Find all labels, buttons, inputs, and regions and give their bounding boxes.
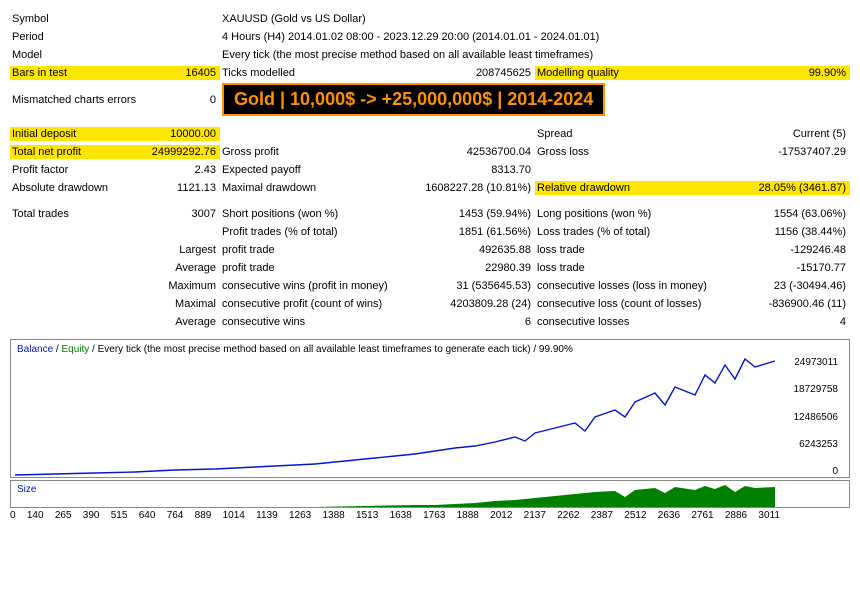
row-drawdown: Absolute drawdown 1121.13 Maximal drawdo…	[10, 179, 850, 197]
row-period: Period 4 Hours (H4) 2014.01.02 08:00 - 2…	[10, 28, 850, 46]
value-max-drawdown: 1608227.28 (10.81%)	[420, 181, 535, 195]
label-gross-loss: Gross loss	[535, 145, 735, 159]
value-gross-profit: 42536700.04	[420, 145, 535, 159]
value-avg-cons-losses: 4	[735, 315, 850, 329]
row-initial-deposit: Initial deposit 10000.00 Spread Current …	[10, 125, 850, 143]
label-profit-factor: Profit factor	[10, 163, 115, 177]
x-axis-labels: 0140265390515640764889101411391263138815…	[10, 510, 780, 521]
value-initial-deposit: 10000.00	[115, 127, 220, 141]
y-axis-labels: 24973011 18729758 12486506 6243253 0	[780, 357, 840, 477]
chart-title: Balance / Equity / Every tick (the most …	[15, 342, 845, 357]
label-model: Model	[10, 48, 115, 62]
value-bars: 16405	[115, 66, 220, 80]
row-errors: Mismatched charts errors 0 Gold | 10,000…	[10, 82, 850, 117]
balance-curve	[15, 357, 780, 477]
value-maximal-profit: 4203809.28 (24)	[420, 297, 535, 311]
row-avg-consec: Average consecutive wins 6 consecutive l…	[10, 313, 850, 331]
value-avg-loss: -15170.77	[735, 261, 850, 275]
row-profit-trades: Profit trades (% of total) 1851 (61.56%)…	[10, 223, 850, 241]
value-errors: 0	[140, 93, 220, 107]
value-short-pos: 1453 (59.94%)	[420, 207, 535, 221]
label-loss-trades: Loss trades (% of total)	[535, 225, 735, 239]
label-short-pos: Short positions (won %)	[220, 207, 420, 221]
row-largest: Largest profit trade 492635.88 loss trad…	[10, 241, 850, 259]
label-max-drawdown: Maximal drawdown	[220, 181, 420, 195]
value-long-pos: 1554 (63.06%)	[735, 207, 850, 221]
label-long-pos: Long positions (won %)	[535, 207, 735, 221]
row-bars: Bars in test 16405 Ticks modelled 208745…	[10, 64, 850, 82]
label-total-trades: Total trades	[10, 207, 115, 221]
row-max-consec: Maximum consecutive wins (profit in mone…	[10, 277, 850, 295]
value-max-cons-losses: 23 (-30494.46)	[735, 279, 850, 293]
value-period: 4 Hours (H4) 2014.01.02 08:00 - 2023.12.…	[220, 30, 850, 44]
banner: Gold | 10,000$ -> +25,000,000$ | 2014-20…	[222, 83, 605, 116]
value-model: Every tick (the most precise method base…	[220, 48, 850, 62]
value-largest-profit: 492635.88	[420, 243, 535, 257]
value-ticks: 208745625	[420, 66, 535, 80]
row-maximal-consec: Maximal consecutive profit (count of win…	[10, 295, 850, 313]
label-spread: Spread	[535, 127, 735, 141]
value-rel-drawdown: 28.05% (3461.87)	[735, 181, 850, 195]
label-initial-deposit: Initial deposit	[10, 127, 115, 141]
label-expected-payoff: Expected payoff	[220, 163, 420, 177]
label-bars: Bars in test	[10, 66, 115, 80]
value-spread: Current (5)	[735, 127, 850, 141]
value-abs-drawdown: 1121.13	[115, 181, 220, 195]
label-profit-trades: Profit trades (% of total)	[220, 225, 420, 239]
row-net-profit: Total net profit 24999292.76 Gross profi…	[10, 143, 850, 161]
value-avg-profit: 22980.39	[420, 261, 535, 275]
label-period: Period	[10, 30, 115, 44]
value-symbol: XAUUSD (Gold vs US Dollar)	[220, 12, 850, 26]
balance-chart: Balance / Equity / Every tick (the most …	[10, 339, 850, 478]
size-area	[15, 483, 780, 507]
value-avg-cons-wins: 6	[420, 315, 535, 329]
value-gross-loss: -17537407.29	[735, 145, 850, 159]
value-profit-trades: 1851 (61.56%)	[420, 225, 535, 239]
label-errors: Mismatched charts errors	[10, 93, 140, 107]
label-modelling-quality: Modelling quality	[535, 66, 735, 80]
label-abs-drawdown: Absolute drawdown	[10, 181, 115, 195]
value-expected-payoff: 8313.70	[420, 163, 535, 177]
value-profit-factor: 2.43	[115, 163, 220, 177]
size-label: Size	[15, 484, 36, 495]
value-total-trades: 3007	[115, 207, 220, 221]
row-average: Average profit trade 22980.39 loss trade…	[10, 259, 850, 277]
row-symbol: Symbol XAUUSD (Gold vs US Dollar)	[10, 10, 850, 28]
value-modelling-quality: 99.90%	[735, 66, 850, 80]
value-loss-trades: 1156 (38.44%)	[735, 225, 850, 239]
label-ticks: Ticks modelled	[220, 66, 420, 80]
row-model: Model Every tick (the most precise metho…	[10, 46, 850, 64]
row-profit-factor: Profit factor 2.43 Expected payoff 8313.…	[10, 161, 850, 179]
value-max-cons-wins: 31 (535645.53)	[420, 279, 535, 293]
label-rel-drawdown: Relative drawdown	[535, 181, 735, 195]
value-largest-loss: -129246.48	[735, 243, 850, 257]
value-maximal-loss: -836900.46 (11)	[735, 297, 850, 311]
label-gross-profit: Gross profit	[220, 145, 420, 159]
label-symbol: Symbol	[10, 12, 115, 26]
row-total-trades: Total trades 3007 Short positions (won %…	[10, 205, 850, 223]
label-net-profit: Total net profit	[10, 145, 115, 159]
size-chart: Size	[10, 480, 850, 508]
value-net-profit: 24999292.76	[115, 145, 220, 159]
